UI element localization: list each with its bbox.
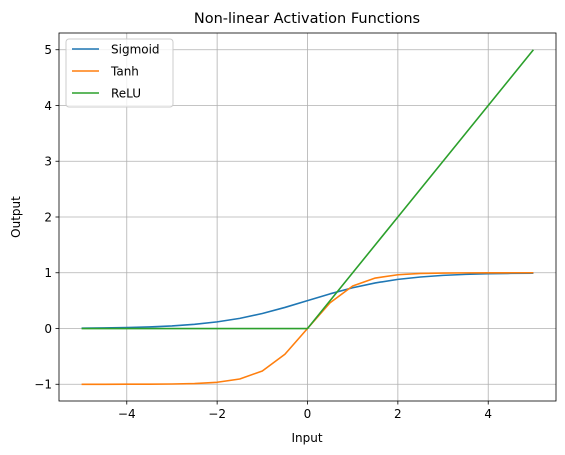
x-tick-label: 4 — [484, 407, 492, 421]
x-tick-label: −4 — [118, 407, 136, 421]
x-tick-label: 0 — [304, 407, 312, 421]
x-axis-label: Input — [291, 431, 322, 445]
chart-title: Non-linear Activation Functions — [194, 11, 420, 27]
x-tick-label: −2 — [208, 407, 226, 421]
y-axis-label: Output — [9, 196, 23, 238]
series-line-sigmoid — [81, 272, 534, 329]
legend-label-relu: ReLU — [111, 86, 141, 100]
y-tick-label: 1 — [44, 266, 52, 280]
y-tick-label: 2 — [44, 210, 52, 224]
y-tick-label: 4 — [44, 99, 52, 113]
y-tick-label: −1 — [34, 378, 52, 392]
legend-box — [65, 38, 174, 108]
legend-label-sigmoid: Sigmoid — [111, 42, 160, 56]
series-lines — [81, 49, 535, 386]
y-tick-label: 0 — [44, 322, 52, 336]
axis-ticks: −4 −2 0 2 4 −1 0 1 2 3 4 5 — [34, 43, 492, 421]
legend-label-tanh: Tanh — [110, 64, 139, 78]
y-tick-label: 3 — [44, 155, 52, 169]
x-tick-label: 2 — [394, 407, 402, 421]
series-line-relu — [81, 49, 535, 330]
y-tick-label: 5 — [44, 43, 52, 57]
legend: Sigmoid Tanh ReLU — [65, 38, 174, 108]
